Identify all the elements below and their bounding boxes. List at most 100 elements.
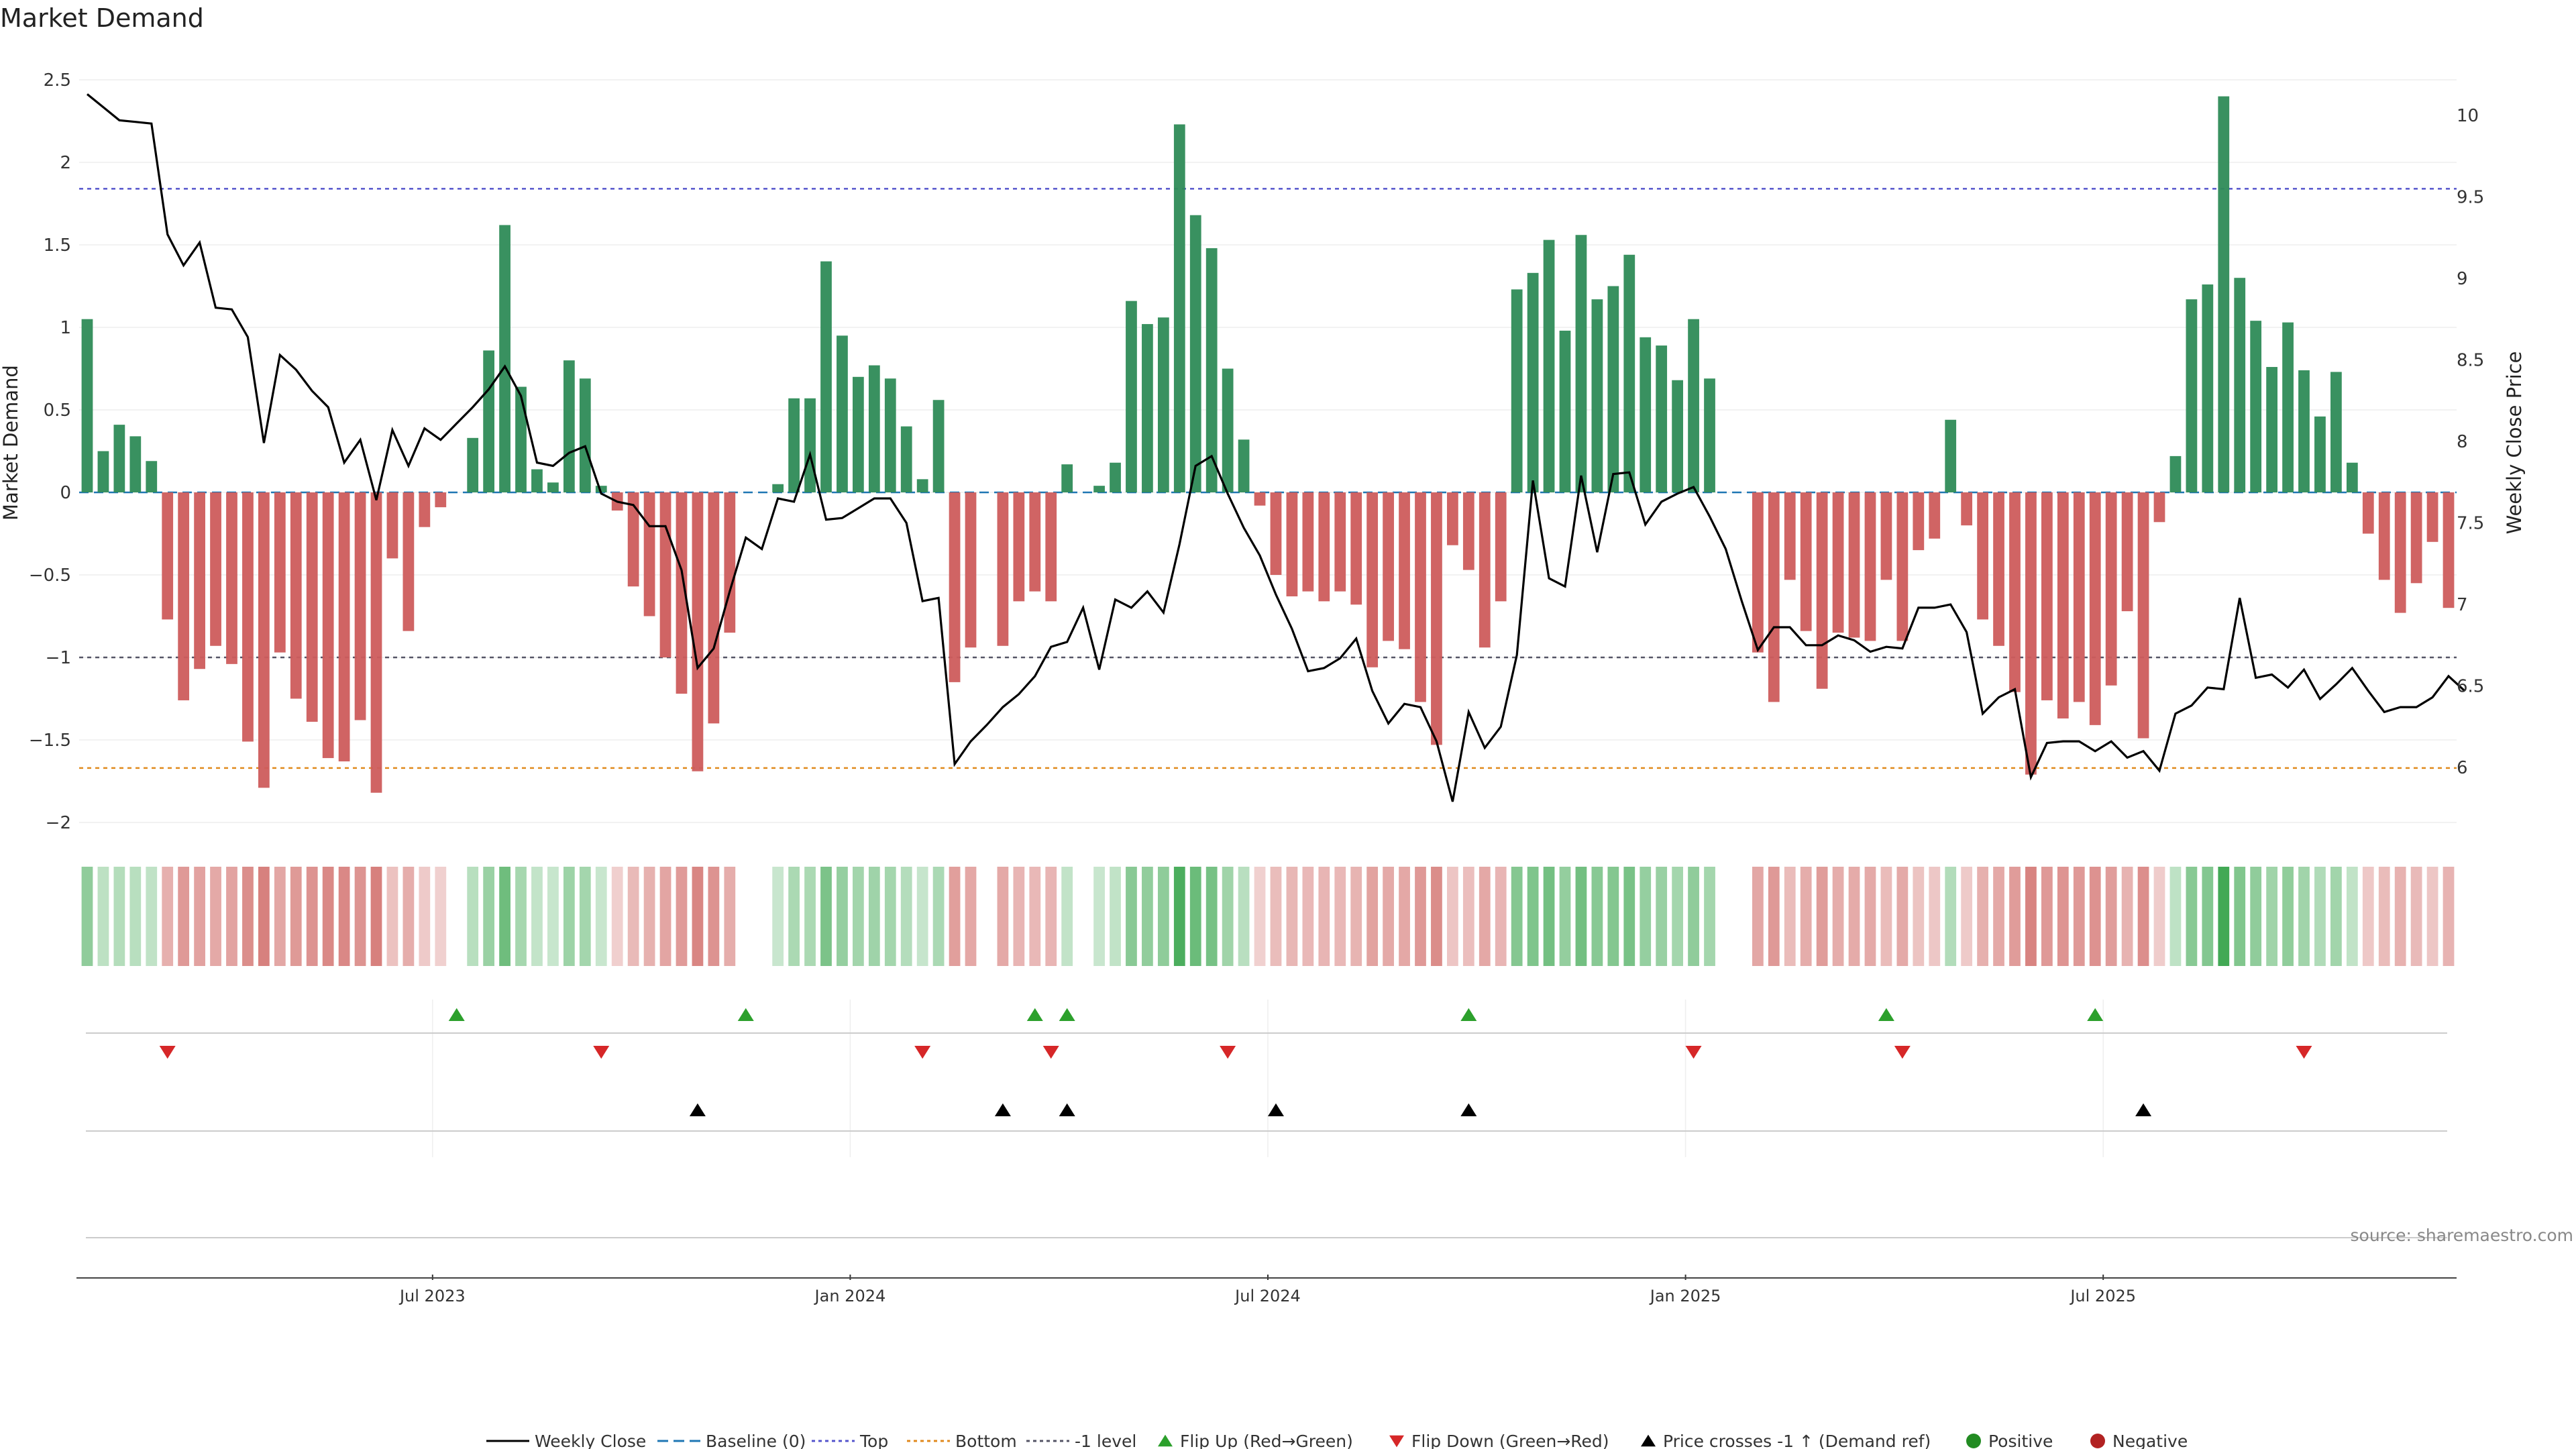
heat-cell [1896,867,1909,966]
flip-down-marker [1042,1046,1059,1059]
legend-label: Weekly Close [535,1432,646,1449]
demand-bar [1768,492,1780,702]
heat-cell [1126,867,1137,966]
heat-cell [2250,867,2262,966]
heat-cell [1318,867,1330,966]
heat-cell [659,867,672,966]
heat-cell [1961,867,1973,966]
demand-bar [1479,492,1491,648]
demand-bar [81,319,93,492]
demand-bar [354,492,366,720]
demand-bar [290,492,302,699]
flip-up-marker [737,1008,754,1021]
demand-bar [884,378,896,492]
demand-bar [1688,319,1699,492]
demand-bar [708,492,720,724]
heat-cell [692,867,704,966]
chart-title: Market Demand [0,3,204,33]
heat-cell [1222,867,1234,966]
demand-bar [547,482,559,492]
right-y-tick-label: 8.5 [2457,351,2484,371]
demand-bar [2009,492,2021,692]
demand-bar [965,492,977,648]
signal-markers [159,1008,2312,1116]
demand-bar [627,492,639,587]
demand-bar [162,492,174,620]
demand-bar [1126,301,1137,492]
heat-cell [1029,867,1041,966]
demand-bar [1848,492,1860,638]
heat-cell [531,867,543,966]
heat-cell [2314,867,2326,966]
demand-bar [2298,370,2310,492]
source-note: source: sharemaestro.com [2351,1226,2574,1245]
demand-bar [2186,299,2198,492]
legend-label: Price crosses -1 ↑ (Demand ref) [1663,1432,1931,1449]
demand-bar [2218,96,2230,493]
heat-cell [178,867,190,966]
heat-cell [1334,867,1346,966]
demand-bar [242,492,254,742]
demand-bar [1189,215,1201,492]
demand-bar [692,492,704,771]
demand-bar [1800,492,1812,631]
demand-bar [2025,492,2037,775]
demand-bar [1511,289,1523,492]
flip-down-marker [1685,1046,1702,1059]
demand-bar [724,492,736,633]
demand-bar [1495,492,1507,602]
heat-cell [1623,867,1635,966]
demand-bar [129,436,142,492]
heat-cell [162,867,174,966]
heat-cell [1736,867,1748,966]
heat-cell [1431,867,1442,966]
heat-cell [2410,867,2422,966]
heat-cell [2234,867,2246,966]
heat-cell [2266,867,2278,966]
flip-down-marker [593,1046,610,1059]
heat-cell [402,867,415,966]
demand-bar [2089,492,2101,725]
flip-up-marker [448,1008,465,1021]
demand-bar [467,437,479,492]
heat-cell [997,867,1009,966]
heat-cell [852,867,864,966]
heat-cell [2137,867,2149,966]
left-y-tick-label: 0 [60,483,71,503]
legend-label: Top [859,1432,888,1449]
price-cross-marker [1059,1103,1075,1116]
demand-bar [1029,492,1041,592]
x-tick-label: Jul 2024 [1234,1287,1301,1305]
heat-cell [1945,867,1957,966]
heat-cell [1543,867,1555,966]
heat-cell [290,867,302,966]
heat-cell [1446,867,1458,966]
demand-bar [1045,492,1057,602]
demand-bar [900,426,912,492]
flip-up-marker [1878,1008,1894,1021]
heat-cell [2218,867,2230,966]
heat-cell [467,867,479,966]
heat-cell [2009,867,2021,966]
heat-cell [2121,867,2133,966]
demand-bar [852,376,864,492]
demand-bar [499,225,511,492]
demand-bar [788,398,800,492]
demand-bar [2266,367,2278,492]
demand-bar [820,261,832,492]
price-cross-marker [994,1103,1011,1116]
demand-bar [2169,455,2182,492]
heat-cell [708,867,720,966]
heat-cell [1913,867,1925,966]
heat-cell [1383,867,1394,966]
demand-bar [1656,345,1668,492]
heat-cell [740,867,751,966]
demand-bar [804,398,816,492]
demand-bar [2105,492,2117,686]
heat-cell [499,867,511,966]
demand-bar [1559,330,1571,492]
heat-cell [354,867,366,966]
demand-bar [1366,492,1379,667]
legend-swatch [1389,1435,1404,1448]
heat-cell [1366,867,1379,966]
